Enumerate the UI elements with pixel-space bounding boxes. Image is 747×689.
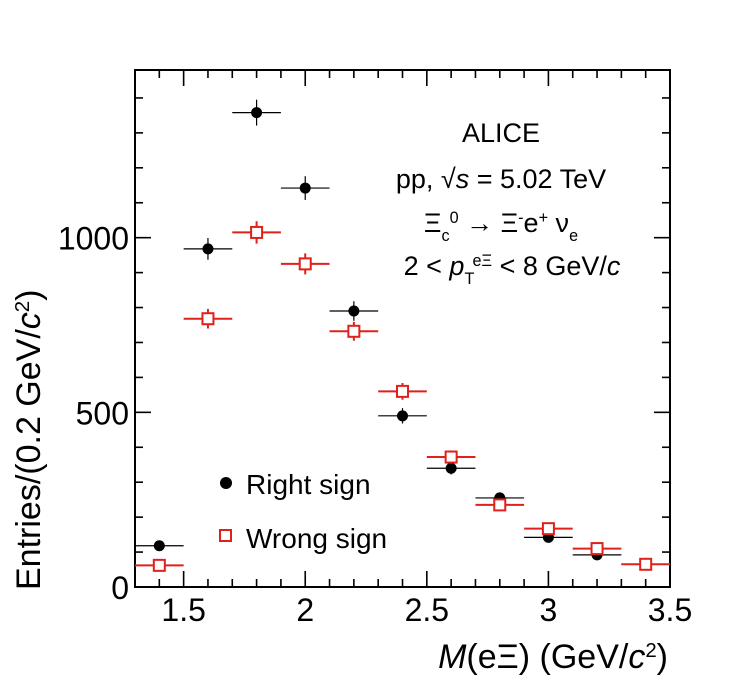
data-point [152,558,166,572]
legend-marker-right-sign [220,477,232,489]
data-point [396,384,409,398]
x-axis-label: M(eΞ) (GeV/c2) [438,638,668,676]
data-point [299,182,311,194]
plot-frame [134,69,671,588]
data-point [347,324,361,338]
annotation-block: ALICE pp, √s = 5.02 TeV Ξc0 → Ξ-e+ νe 2 … [396,118,621,288]
x-tick-label: 3.5 [648,592,692,628]
annotation-pt-range: 2 < pTeΞ < 8 GeV/c [404,251,621,288]
y-tick-label: 0 [111,570,129,606]
data-point [445,462,457,474]
data-point [251,107,263,119]
legend-label-right-sign: Right sign [246,469,371,500]
legend: Right sign Wrong sign [219,469,387,554]
data-point [590,542,604,556]
data-point [493,498,507,512]
annotation-decay: Ξc0 → Ξ-e+ νe [424,208,578,245]
data-point [397,410,408,422]
data-point [444,450,458,464]
x-tick-label: 1.5 [161,592,205,628]
data-point [639,557,653,571]
x-tick-label: 2.5 [405,592,449,628]
axis-ticks [134,70,671,588]
y-axis-label: Entries/(0.2 GeV/c2) [10,290,48,590]
x-tick-label: 3 [540,592,558,628]
y-tick-label: 500 [76,395,129,431]
data-point [541,522,555,536]
data-point [201,312,215,326]
axis-tick-labels: 1.5 2 2.5 3 3.5 0 500 1000 [58,221,692,628]
series-wrong-sign [135,221,670,572]
legend-marker-wrong-sign [219,529,232,542]
data-point [250,225,264,239]
annotation-system: pp, √s = 5.02 TeV [396,164,606,194]
data-point [348,305,360,317]
data-point [202,243,214,255]
annotation-experiment: ALICE [462,118,540,148]
data-point [153,540,165,552]
data-series [135,99,670,572]
data-point [298,257,312,271]
legend-label-wrong-sign: Wrong sign [246,523,387,554]
y-tick-label: 1000 [58,221,129,257]
x-tick-label: 2 [296,592,314,628]
